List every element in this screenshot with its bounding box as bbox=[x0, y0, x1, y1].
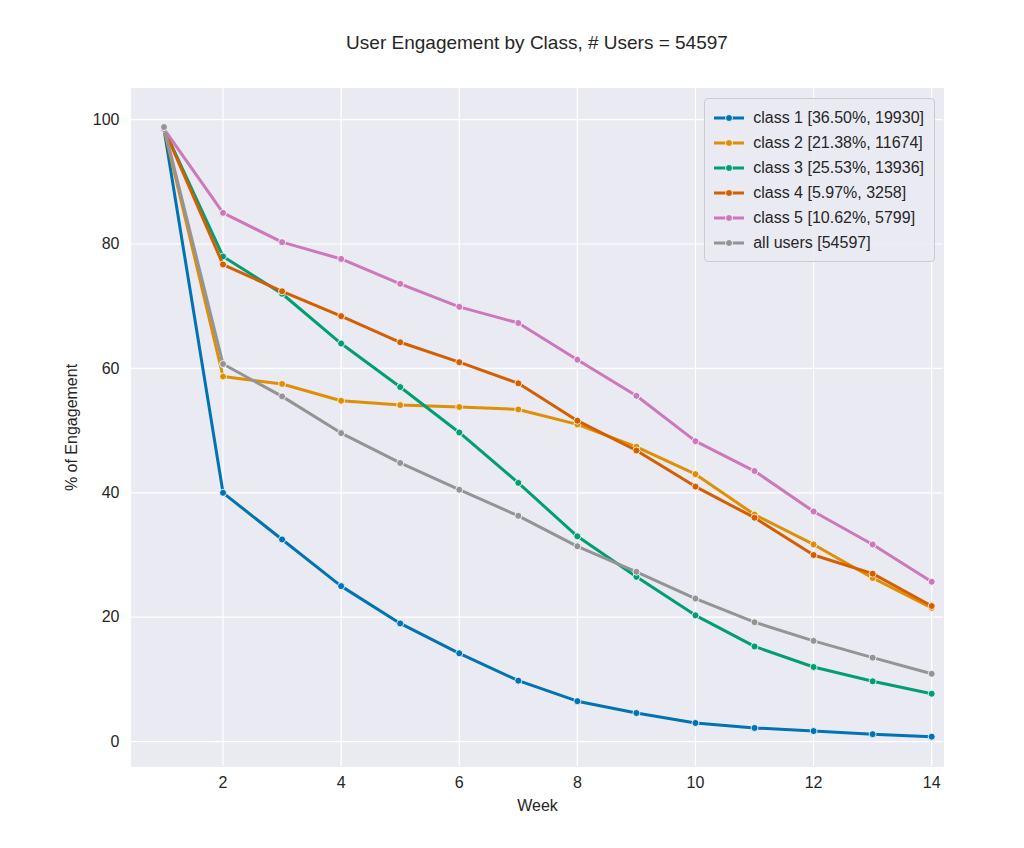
svg-text:100: 100 bbox=[93, 111, 120, 128]
html-text:class 4 [5.97%, 3258]: class 4 [5.97%, 3258] bbox=[753, 183, 907, 201]
html-text:class 5 [10.62%, 5799]: class 5 [10.62%, 5799] bbox=[753, 208, 916, 226]
html-text:User Engagement by Class, # Us: User Engagement by Class, # Users = 5459… bbox=[346, 32, 728, 53]
svg-text:% of Engagement: % of Engagement bbox=[63, 363, 80, 491]
html-text:class 3 [25.53%, 13936]: class 3 [25.53%, 13936] bbox=[753, 158, 924, 176]
svg-text:2: 2 bbox=[219, 774, 228, 791]
svg-text:20: 20 bbox=[102, 608, 120, 625]
svg-text:14: 14 bbox=[923, 774, 941, 791]
svg-text:6: 6 bbox=[455, 774, 464, 791]
svg-text:Week: Week bbox=[517, 797, 559, 814]
svg-text:4: 4 bbox=[337, 774, 346, 791]
svg-text:80: 80 bbox=[102, 235, 120, 252]
svg-text:60: 60 bbox=[102, 360, 120, 377]
svg-text:0: 0 bbox=[111, 733, 120, 750]
svg-text:12: 12 bbox=[805, 774, 823, 791]
svg-text:40: 40 bbox=[102, 484, 120, 501]
svg-text:8: 8 bbox=[573, 774, 582, 791]
html-text:class 1 [36.50%, 19930]: class 1 [36.50%, 19930] bbox=[753, 108, 924, 126]
html-text:all users [54597]: all users [54597] bbox=[753, 233, 871, 251]
html-text:class 2 [21.38%, 11674]: class 2 [21.38%, 11674] bbox=[753, 133, 923, 151]
svg-text:10: 10 bbox=[687, 774, 705, 791]
